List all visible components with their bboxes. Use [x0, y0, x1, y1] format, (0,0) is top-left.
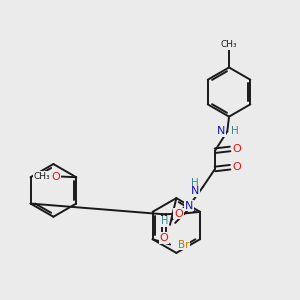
Text: Br: Br [178, 239, 189, 250]
Text: H: H [191, 178, 199, 188]
Text: N: N [185, 200, 194, 211]
Text: H: H [231, 126, 239, 136]
Text: O: O [233, 162, 242, 172]
Text: O: O [52, 172, 60, 182]
Text: H: H [161, 216, 168, 226]
Text: CH₃: CH₃ [34, 172, 50, 181]
Text: CH₃: CH₃ [221, 40, 237, 49]
Text: O: O [160, 233, 168, 243]
Text: N: N [217, 126, 225, 136]
Text: O: O [174, 208, 183, 219]
Text: N: N [191, 187, 199, 196]
Text: O: O [233, 144, 242, 154]
